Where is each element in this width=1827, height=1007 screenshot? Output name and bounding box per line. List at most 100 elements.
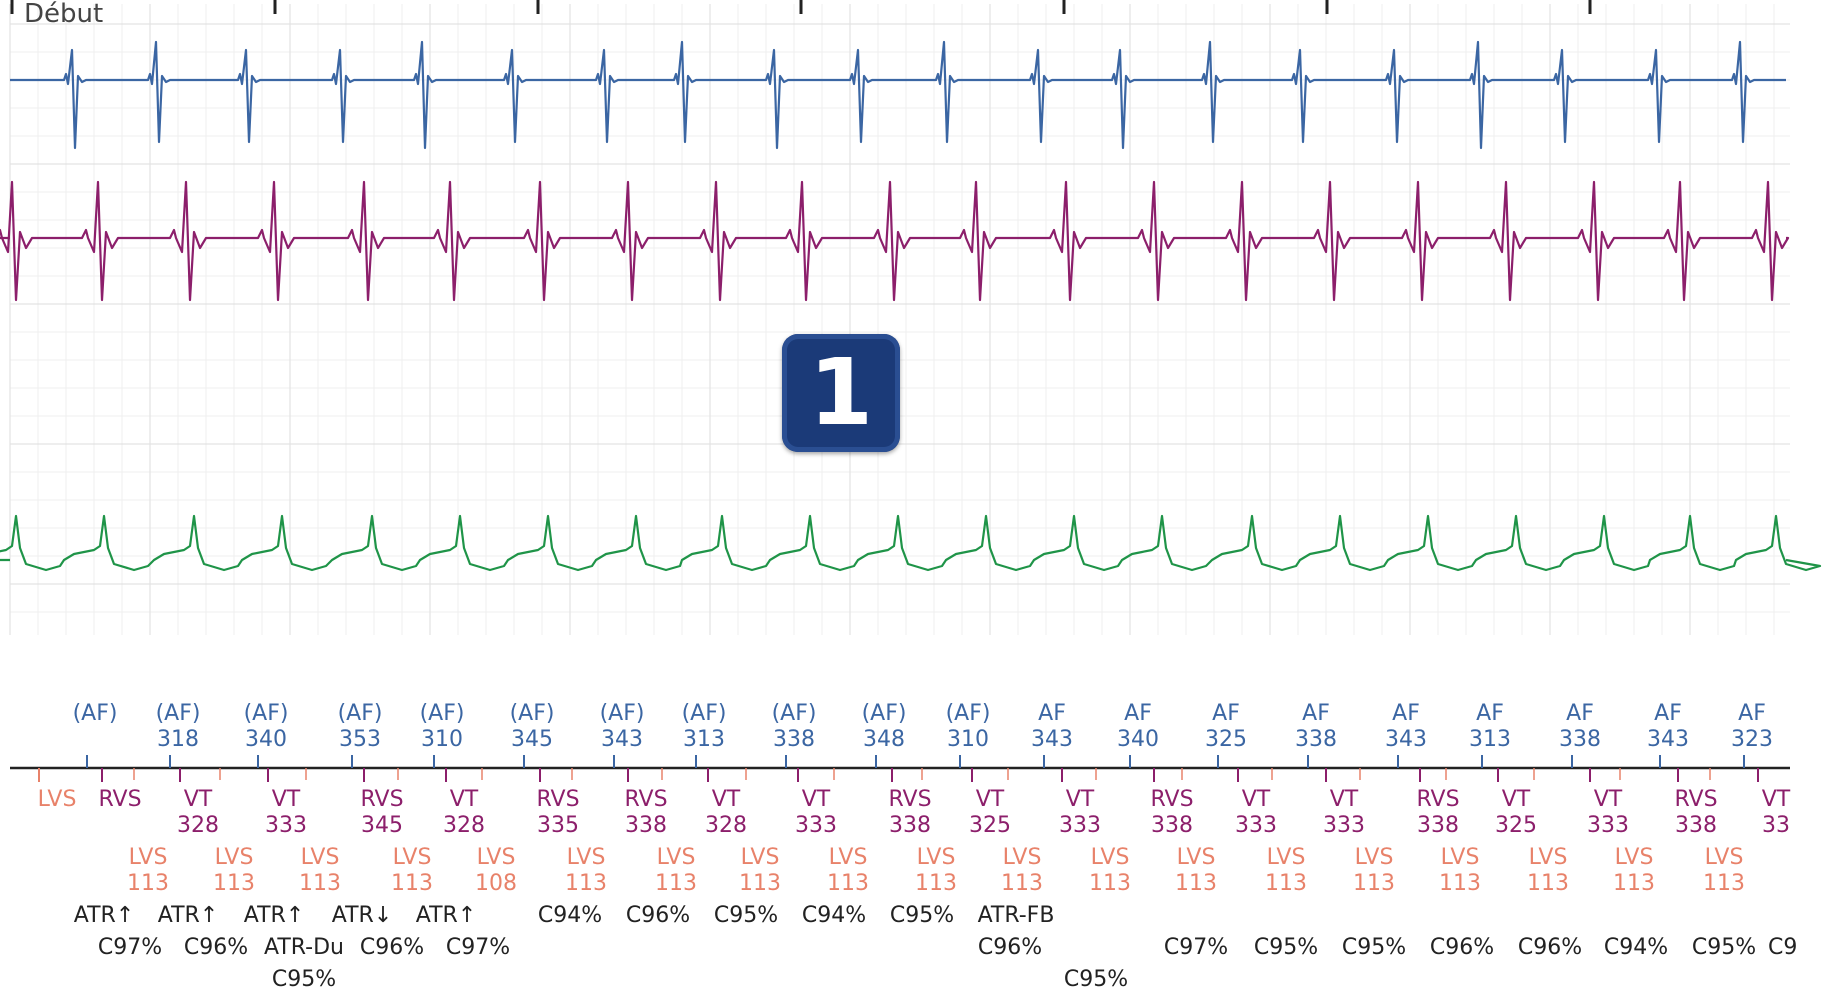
atrial-marker-label: AF: [1392, 701, 1420, 726]
ventricular-marker-label: VT: [1066, 787, 1095, 812]
ventricular-marker-interval: 345: [361, 813, 403, 838]
lv-marker-label: LVS: [1355, 845, 1394, 870]
status-marker-text: ATR↑: [74, 903, 135, 928]
atrial-marker-interval: 325: [1205, 727, 1247, 752]
status-marker-text: C94%: [802, 903, 866, 928]
lv-marker-label: LVS: [1267, 845, 1306, 870]
atrial-marker-interval: 353: [339, 727, 381, 752]
lv-marker-interval: 113: [127, 871, 169, 896]
ventricular-marker-label: RVS: [888, 787, 931, 812]
atrial-marker-label: AF: [1476, 701, 1504, 726]
lv-marker-label: LVS: [917, 845, 956, 870]
ventricular-marker-label: VT: [976, 787, 1005, 812]
ventricular-marker-interval: 338: [1151, 813, 1193, 838]
ventricular-marker-interval: 33: [1762, 813, 1790, 838]
atrial-marker-interval: 338: [1559, 727, 1601, 752]
status-marker-text: C96%: [626, 903, 690, 928]
status-marker-text: C95%: [1692, 935, 1756, 960]
ventricular-marker-label: VT: [1502, 787, 1531, 812]
ventricular-marker-interval: 333: [795, 813, 837, 838]
lv-marker-label: LVS: [129, 845, 168, 870]
status-marker-text: C95%: [272, 967, 336, 992]
ventricular-marker-interval: 338: [889, 813, 931, 838]
status-marker-text: C95%: [1342, 935, 1406, 960]
ventricular-marker-label: VT: [1330, 787, 1359, 812]
lv-marker-interval: 113: [565, 871, 607, 896]
atrial-marker-interval: 323: [1731, 727, 1773, 752]
atrial-marker-label: (AF): [946, 701, 991, 726]
lv-marker-label: LVS: [1003, 845, 1042, 870]
status-marker-text: C94%: [538, 903, 602, 928]
ventricular-marker-label: VT: [1762, 787, 1791, 812]
status-marker-text: ATR↑: [416, 903, 477, 928]
atrial-marker-label: (AF): [772, 701, 817, 726]
atrial-marker-interval: 343: [1031, 727, 1073, 752]
ventricular-marker-interval: 328: [705, 813, 747, 838]
atrial-marker-label: (AF): [73, 701, 118, 726]
atrial-marker-label: AF: [1124, 701, 1152, 726]
ventricular-marker-label: VT: [450, 787, 479, 812]
status-marker-text: ATR-Du: [264, 935, 344, 960]
lv-marker-interval: 113: [1175, 871, 1217, 896]
ventricular-marker-interval: 333: [1323, 813, 1365, 838]
atrial-marker-label: (AF): [682, 701, 727, 726]
status-marker-text: C96%: [1518, 935, 1582, 960]
status-marker-text: C97%: [98, 935, 162, 960]
ventricular-marker-label: RVS: [1416, 787, 1459, 812]
lv-marker-label: LVS: [657, 845, 696, 870]
lv-marker-interval: 113: [1089, 871, 1131, 896]
status-marker-text: C96%: [360, 935, 424, 960]
lv-marker-interval: 113: [1353, 871, 1395, 896]
ventricular-marker-interval: 338: [625, 813, 667, 838]
grid-major-lines: [9, 4, 1790, 635]
ventricular-marker-interval: 333: [1587, 813, 1629, 838]
lv-marker-label: LVS: [1441, 845, 1480, 870]
ventricular-marker-label: VT: [184, 787, 213, 812]
atrial-marker-label: (AF): [510, 701, 555, 726]
lv-marker-label: LVS: [1615, 845, 1654, 870]
atrial-marker-label: (AF): [338, 701, 383, 726]
lv-marker-interval: 113: [213, 871, 255, 896]
atrial-marker-interval: 340: [245, 727, 287, 752]
atrial-marker-label: AF: [1738, 701, 1766, 726]
lv-marker-interval: 113: [1527, 871, 1569, 896]
ventricular-marker-interval: 333: [265, 813, 307, 838]
atrial-marker-label: AF: [1566, 701, 1594, 726]
atrial-marker-interval: 338: [1295, 727, 1337, 752]
ventricular-marker-label: RVS: [360, 787, 403, 812]
ventricular-marker-label: RVS: [98, 787, 141, 812]
ventricular-marker-label: VT: [802, 787, 831, 812]
atrial-marker-interval: 345: [511, 727, 553, 752]
ventricular-marker-label: VT: [1594, 787, 1623, 812]
surface-ecg-trace: [0, 514, 1822, 572]
ventricular-marker-label: RVS: [624, 787, 667, 812]
atrial-marker-interval: 318: [157, 727, 199, 752]
ventricular-marker-label: VT: [712, 787, 741, 812]
atrial-marker-interval: 343: [601, 727, 643, 752]
egm-traces: [0, 40, 1822, 572]
ventricular-marker-label: VT: [1242, 787, 1271, 812]
status-marker-text: ATR-FB: [978, 903, 1055, 928]
ventricular-marker-interval: 328: [443, 813, 485, 838]
atrial-marker-interval: 343: [1647, 727, 1689, 752]
status-marker-text: C95%: [890, 903, 954, 928]
ventricular-marker-label: LVS: [38, 787, 77, 812]
atrial-marker-interval: 310: [947, 727, 989, 752]
lv-marker-interval: 113: [391, 871, 433, 896]
lv-marker-interval: 113: [655, 871, 697, 896]
lv-marker-label: LVS: [393, 845, 432, 870]
lv-marker-label: LVS: [1177, 845, 1216, 870]
lv-marker-interval: 113: [1265, 871, 1307, 896]
status-marker-text: ATR↓: [332, 903, 393, 928]
ventricular-marker-label: RVS: [536, 787, 579, 812]
ventricular-marker-label: VT: [272, 787, 301, 812]
ventricular-marker-label: RVS: [1150, 787, 1193, 812]
lv-marker-interval: 113: [1439, 871, 1481, 896]
lv-marker-label: LVS: [477, 845, 516, 870]
ventricular-marker-interval: 335: [537, 813, 579, 838]
atrial-marker-interval: 313: [1469, 727, 1511, 752]
status-marker-text: C97%: [1164, 935, 1228, 960]
ventricular-marker-label: RVS: [1674, 787, 1717, 812]
atrial-marker-label: (AF): [600, 701, 645, 726]
atrial-marker-interval: 313: [683, 727, 725, 752]
